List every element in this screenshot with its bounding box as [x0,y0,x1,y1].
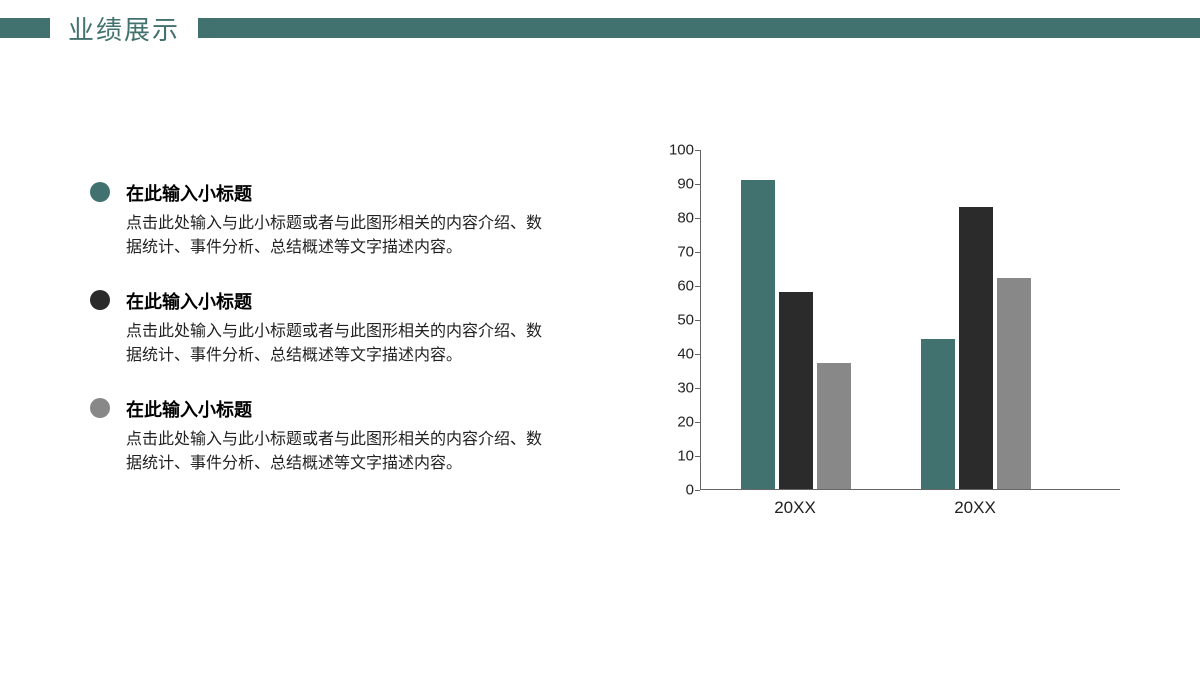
bullet-body: 点击此处输入与此小标题或者与此图形相关的内容介绍、数据统计、事件分析、总结概述等… [126,320,550,368]
y-tick-mark [695,218,700,219]
bullet-dot-icon [90,290,110,310]
chart-bar [959,207,993,489]
chart-bar [997,278,1031,489]
performance-chart: 010203040506070809010020XX20XX [650,150,1130,530]
bullet-dot-icon [90,398,110,418]
bullet-item: 在此输入小标题点击此处输入与此小标题或者与此图形相关的内容介绍、数据统计、事件分… [90,396,550,476]
bullet-text: 在此输入小标题点击此处输入与此小标题或者与此图形相关的内容介绍、数据统计、事件分… [126,396,550,476]
chart-plot-area [700,150,1120,490]
bullet-body: 点击此处输入与此小标题或者与此图形相关的内容介绍、数据统计、事件分析、总结概述等… [126,428,550,476]
bullet-body: 点击此处输入与此小标题或者与此图形相关的内容介绍、数据统计、事件分析、总结概述等… [126,212,550,260]
x-axis-label: 20XX [954,498,996,518]
chart-bar [779,292,813,489]
chart-bar [921,339,955,489]
y-tick-label: 60 [650,278,700,295]
bullet-text: 在此输入小标题点击此处输入与此小标题或者与此图形相关的内容介绍、数据统计、事件分… [126,288,550,368]
y-tick-label: 10 [650,448,700,465]
header-accent-left [0,18,50,38]
bullet-heading: 在此输入小标题 [126,396,550,422]
y-tick-label: 50 [650,312,700,329]
y-tick-mark [695,252,700,253]
bullet-list: 在此输入小标题点击此处输入与此小标题或者与此图形相关的内容介绍、数据统计、事件分… [90,180,550,504]
header-accent-right [198,18,1200,38]
chart-bar [817,363,851,489]
bullet-dot-icon [90,182,110,202]
y-tick-label: 80 [650,210,700,227]
y-tick-mark [695,320,700,321]
y-tick-label: 40 [650,346,700,363]
header-bar: 业绩展示 [0,18,1200,38]
y-tick-mark [695,150,700,151]
bullet-item: 在此输入小标题点击此处输入与此小标题或者与此图形相关的内容介绍、数据统计、事件分… [90,288,550,368]
x-axis-label: 20XX [774,498,816,518]
y-tick-label: 90 [650,176,700,193]
bullet-item: 在此输入小标题点击此处输入与此小标题或者与此图形相关的内容介绍、数据统计、事件分… [90,180,550,260]
y-tick-mark [695,286,700,287]
y-tick-label: 70 [650,244,700,261]
y-tick-label: 20 [650,414,700,431]
y-tick-mark [695,422,700,423]
bullet-text: 在此输入小标题点击此处输入与此小标题或者与此图形相关的内容介绍、数据统计、事件分… [126,180,550,260]
y-tick-mark [695,388,700,389]
y-tick-mark [695,456,700,457]
y-tick-label: 0 [650,482,700,499]
bullet-heading: 在此输入小标题 [126,288,550,314]
y-tick-label: 100 [650,142,700,159]
y-tick-label: 30 [650,380,700,397]
bullet-heading: 在此输入小标题 [126,180,550,206]
y-tick-mark [695,354,700,355]
page-title: 业绩展示 [50,10,198,47]
chart-bar [741,180,775,489]
y-tick-mark [695,490,700,491]
y-tick-mark [695,184,700,185]
